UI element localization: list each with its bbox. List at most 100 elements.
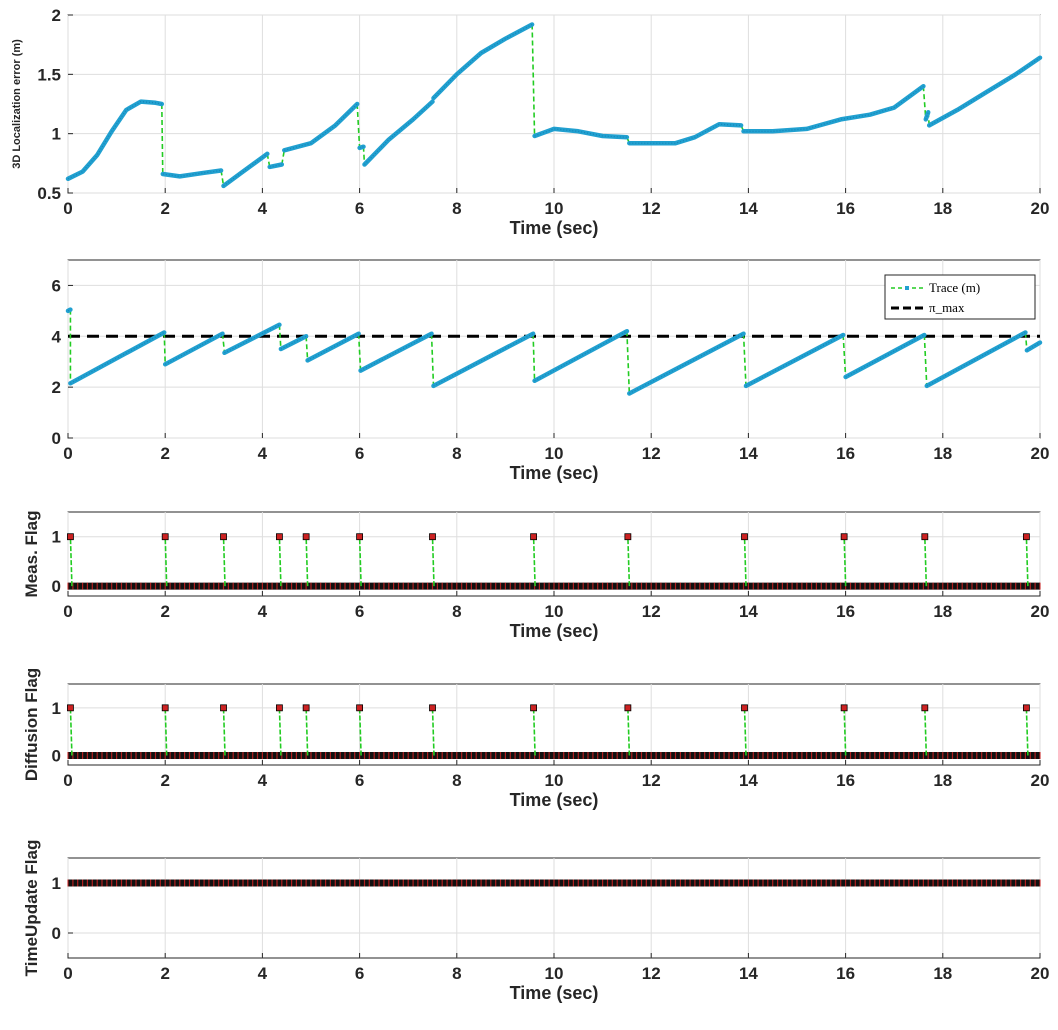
y-tick-label: 0 [52,577,61,596]
x-tick-label: 14 [739,964,758,983]
flag-event [276,533,283,587]
flag-event [220,533,227,587]
subplot-1: 0 2 4 6 8 10 12 14 16 18 20 0.5 1 1.5 2 Time (sec) 3D Lo… [11,6,1049,238]
x-tick-label: 12 [642,444,661,463]
event-marker [741,704,748,712]
event-stem [164,536,168,587]
event-marker [741,533,748,541]
event-stem [358,536,362,587]
x-axis-label: Time (sec) [510,790,599,810]
event-stem [164,707,168,756]
event-marker [429,704,436,712]
event-marker [840,533,848,541]
reset-jump [357,333,362,371]
y-axis-label: Diffusion Flag [22,668,41,781]
x-axis-label: Time (sec) [510,218,599,238]
x-tick-label: 18 [933,771,952,790]
subplot-3: 0 2 4 6 8 10 12 14 16 18 20 0 1 Time (sec) Meas. Flag [22,511,1049,641]
x-tick-label: 18 [933,602,952,621]
x-tick-label: 18 [933,964,952,983]
reset-jump [430,333,435,386]
flag-markers [67,879,1041,887]
event-stem [305,536,309,587]
event-stem [305,707,309,756]
event-stem [924,707,928,756]
event-stem [278,536,282,587]
x-tick-label: 10 [545,771,564,790]
y-axis-label: Meas. Flag [22,511,41,598]
flag-event [624,533,632,587]
x-tick-label: 0 [63,199,72,218]
flag-event [840,704,848,756]
x-tick-label: 10 [545,199,564,218]
event-stem [431,707,435,756]
reset-jump [221,333,226,353]
event-marker [161,533,169,541]
event-stem [924,536,928,587]
event-stem [843,707,847,756]
series-segment [362,99,435,167]
event-stem [278,707,282,756]
event-marker [67,704,74,712]
y-tick-label: 1 [52,699,61,718]
series-markers [67,309,71,312]
reset-jump [163,332,166,365]
event-marker [1022,704,1030,712]
y-tick-label: 0 [52,924,61,943]
series-markers [928,57,1041,126]
x-tick-label: 12 [642,602,661,621]
y-tick-label: 1 [52,528,61,547]
event-marker [161,704,169,712]
flag-marker-ticks [67,582,1041,590]
event-marker [921,533,929,541]
subplot-2: 0 2 4 6 8 10 12 14 16 18 20 0 2 4 6 Time (sec) Trace (m)… [52,259,1049,483]
event-marker [530,704,537,712]
reset-jump [923,334,928,386]
event-stem [69,536,73,587]
event-marker [302,704,310,712]
x-tick-label: 4 [258,964,268,983]
x-tick-label: 4 [258,444,268,463]
x-tick-label: 12 [642,199,661,218]
x-tick-label: 20 [1031,964,1050,983]
plot-area [67,704,1041,759]
subplot-5: 0 2 4 6 8 10 12 14 16 18 20 0 1 Time (sec) TimeUpdate … [22,840,1049,1003]
event-stem [222,707,226,756]
series-markers [433,333,534,387]
event-stem [222,536,226,587]
x-tick-label: 6 [355,199,364,218]
series-1 [65,307,1043,396]
x-tick-label: 20 [1031,602,1050,621]
y-tick-label: 2 [52,6,61,25]
x-tick-label: 14 [739,602,758,621]
subplot-4: 0 2 4 6 8 10 12 14 16 18 20 0 1 Time (sec) Diffusion F… [22,668,1049,810]
flag-event [302,533,310,587]
event-marker [276,704,283,712]
x-tick-label: 8 [452,771,461,790]
x-tick-label: 16 [836,602,855,621]
x-tick-label: 6 [355,964,364,983]
x-tick-label: 0 [63,444,72,463]
event-marker [624,704,632,712]
legend-marker [905,286,909,290]
x-tick-label: 2 [160,771,169,790]
event-marker [220,533,227,541]
flag-event [161,704,169,756]
flag-event [741,704,748,756]
series-markers [307,333,359,361]
event-marker [624,533,632,541]
series-markers [360,333,432,372]
x-tick-label: 8 [452,444,461,463]
event-marker [302,533,310,541]
x-tick-label: 16 [836,771,855,790]
x-tick-label: 0 [63,964,72,983]
x-tick-label: 16 [836,199,855,218]
series-segment [431,22,535,101]
series-segment [278,334,309,352]
flag-event [429,533,436,587]
x-axis-label: Time (sec) [510,621,599,641]
series-markers [745,334,844,387]
plot-area [67,879,1041,887]
y-tick-label: 4 [52,327,62,346]
series-markers [629,123,742,144]
